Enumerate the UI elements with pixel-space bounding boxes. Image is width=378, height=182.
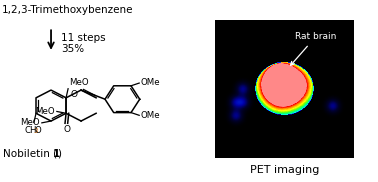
Text: Rat brain: Rat brain <box>291 32 336 65</box>
Text: PET imaging: PET imaging <box>250 165 319 175</box>
Text: 3: 3 <box>33 128 37 134</box>
Text: MeO: MeO <box>69 78 89 87</box>
Text: O: O <box>70 90 77 99</box>
Text: O: O <box>63 125 70 134</box>
Text: 35%: 35% <box>61 44 84 54</box>
Text: CH: CH <box>25 126 37 135</box>
Text: 1,2,3-Trimethoxybenzene: 1,2,3-Trimethoxybenzene <box>2 5 133 15</box>
Text: OMe: OMe <box>141 78 160 87</box>
Text: ): ) <box>57 149 61 159</box>
Text: OMe: OMe <box>141 111 160 120</box>
Text: 11 steps: 11 steps <box>61 33 106 43</box>
Text: O: O <box>35 126 42 135</box>
Text: MeO: MeO <box>20 118 40 127</box>
Text: 1: 1 <box>53 149 60 159</box>
Text: MeO: MeO <box>35 107 55 116</box>
Text: Nobiletin (: Nobiletin ( <box>3 149 57 159</box>
